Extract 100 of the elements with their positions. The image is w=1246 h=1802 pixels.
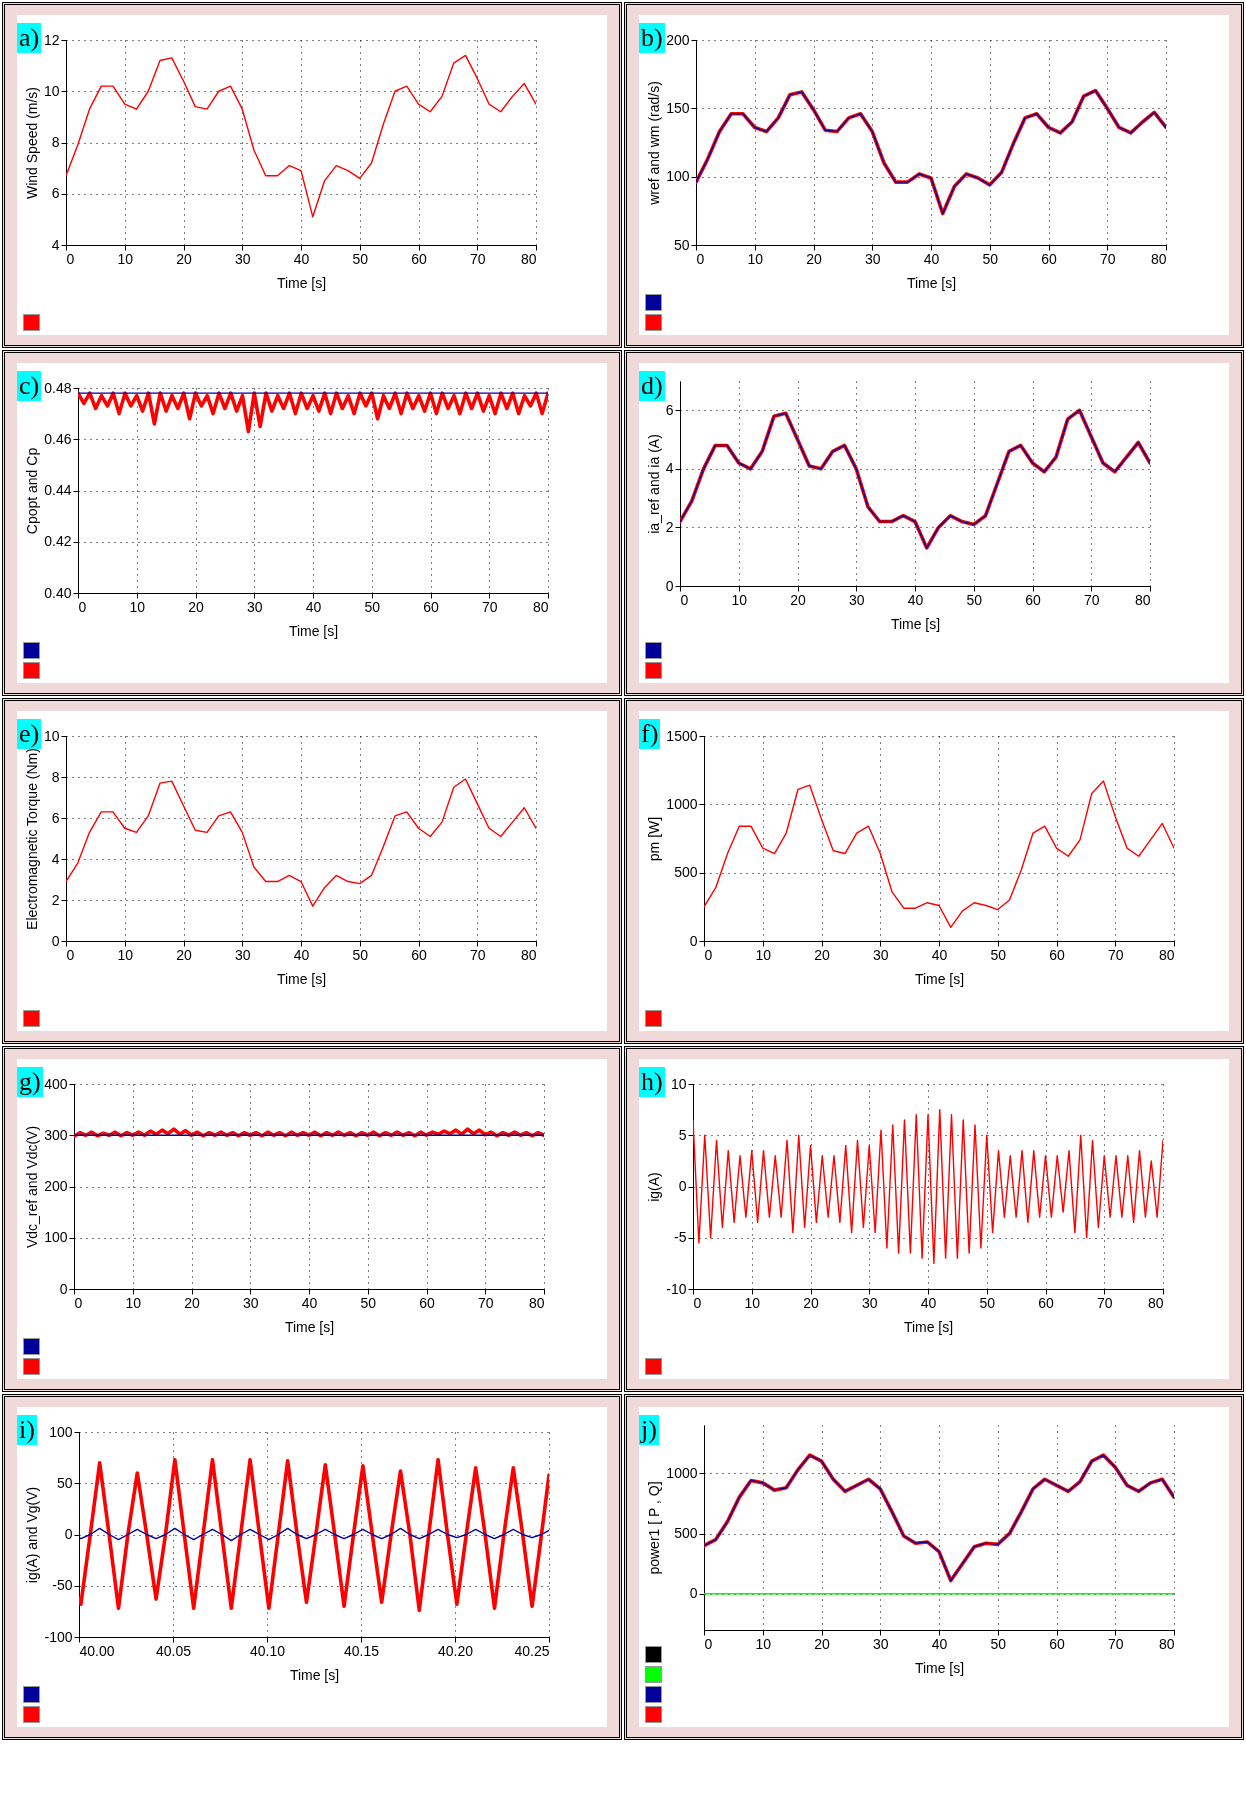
x-tick-label: 0 xyxy=(704,1635,713,1652)
x-axis-title: Time [s] xyxy=(906,274,957,291)
x-tick-label: 50 xyxy=(360,1294,377,1311)
x-tick-label: 60 xyxy=(1038,1294,1054,1311)
chart-title: c) xyxy=(17,371,42,401)
x-tick-label: 70 xyxy=(1096,1294,1113,1311)
x-tick-label: 20 xyxy=(803,1294,819,1311)
x-tick-label: 60 xyxy=(411,250,427,267)
y-axis-title: ia_ref and ia (A) xyxy=(645,434,662,534)
x-tick-label: 50 xyxy=(352,250,369,267)
y-tick-label: -5 xyxy=(674,1229,687,1246)
y-tick-label: 0.44 xyxy=(44,482,72,498)
x-tick-label: 0 xyxy=(704,946,713,963)
chart-title: f) xyxy=(639,719,661,749)
chart-title: h) xyxy=(639,1067,665,1097)
y-tick-label: 6 xyxy=(665,401,674,418)
y-tick-label: 0 xyxy=(689,1585,698,1602)
x-tick-label: 30 xyxy=(234,250,251,267)
y-axis-title: Cpopt and Cp xyxy=(24,447,41,535)
x-tick-label: 20 xyxy=(814,1635,830,1652)
x-tick-label: 80 xyxy=(1158,946,1175,963)
x-tick-label: 70 xyxy=(1099,250,1116,267)
x-tick-label: 30 xyxy=(848,591,865,608)
y-tick-label: 100 xyxy=(49,1423,73,1440)
x-tick-label: 20 xyxy=(184,1294,200,1311)
x-tick-label: 80 xyxy=(532,598,549,615)
x-tick-label: 60 xyxy=(1049,1635,1065,1652)
y-tick-label: 500 xyxy=(674,864,698,881)
chart-title: a) xyxy=(17,23,42,53)
x-tick-label: 30 xyxy=(872,1635,889,1652)
x-tick-label: 10 xyxy=(125,1294,142,1311)
x-tick-label: 60 xyxy=(411,946,427,963)
x-tick-label: 60 xyxy=(1049,946,1065,963)
y-tick-label: 10 xyxy=(670,1075,687,1092)
y-tick-label: 0 xyxy=(59,1280,68,1297)
x-tick-label: 50 xyxy=(352,946,369,963)
y-tick-label: 1500 xyxy=(666,727,698,744)
y-tick-label: 12 xyxy=(43,31,60,48)
x-tick-label: 80 xyxy=(1134,591,1151,608)
chart-title: d) xyxy=(639,371,665,401)
x-tick-label: 40 xyxy=(923,250,940,267)
x-tick-label: 80 xyxy=(1150,250,1167,267)
y-tick-label: 0 xyxy=(689,932,698,949)
x-tick-label: 30 xyxy=(864,250,881,267)
x-tick-label: 60 xyxy=(419,1294,435,1311)
y-tick-label: 0 xyxy=(665,577,674,594)
x-tick-label: 30 xyxy=(872,946,889,963)
y-tick-label: 0 xyxy=(64,1526,73,1542)
x-axis-title: Time [s] xyxy=(276,274,327,291)
x-tick-label: 80 xyxy=(520,946,537,963)
y-tick-label: 4 xyxy=(665,460,674,477)
x-tick-label: 50 xyxy=(990,946,1007,963)
y-tick-label: 150 xyxy=(666,99,690,116)
x-tick-label: 40 xyxy=(293,946,310,963)
y-axis-title: ig(A) and Vg(V) xyxy=(24,1486,41,1584)
x-tick-label: 40.15 xyxy=(343,1642,380,1659)
x-tick-label: 40 xyxy=(305,598,322,615)
x-tick-label: 10 xyxy=(731,591,748,608)
x-tick-label: 80 xyxy=(1158,1635,1175,1652)
y-tick-label: 100 xyxy=(666,168,690,185)
x-tick-label: 20 xyxy=(790,591,806,608)
y-tick-label: 2 xyxy=(665,518,674,535)
x-tick-label: 50 xyxy=(979,1294,996,1311)
y-tick-label: 200 xyxy=(666,31,690,48)
x-tick-label: 40 xyxy=(301,1294,318,1311)
x-tick-label: 50 xyxy=(364,598,381,615)
x-tick-label: 20 xyxy=(188,598,204,615)
x-tick-label: 70 xyxy=(1083,591,1100,608)
y-axis-title: ig(A) xyxy=(646,1172,663,1202)
y-tick-label: 8 xyxy=(51,134,60,150)
x-tick-label: 20 xyxy=(814,946,830,963)
y-axis-title: Electromagnetic Torque (Nm) xyxy=(23,748,40,930)
x-tick-label: 20 xyxy=(176,250,192,267)
chart-title: b) xyxy=(639,23,665,53)
x-tick-label: 20 xyxy=(176,946,192,963)
chart-title: g) xyxy=(17,1067,43,1097)
y-tick-label: 0.40 xyxy=(44,584,72,601)
y-tick-label: 50 xyxy=(673,236,690,253)
x-tick-label: 60 xyxy=(423,598,439,615)
y-tick-label: 0 xyxy=(51,932,60,949)
y-tick-label: 300 xyxy=(44,1126,68,1143)
x-axis-title: Time [s] xyxy=(903,1318,954,1335)
y-tick-label: 5 xyxy=(678,1126,687,1143)
x-tick-label: 70 xyxy=(1107,1635,1124,1652)
x-tick-label: 70 xyxy=(469,946,486,963)
x-tick-label: 10 xyxy=(744,1294,761,1311)
x-tick-label: 0 xyxy=(78,598,87,615)
x-tick-label: 50 xyxy=(982,250,999,267)
x-tick-label: 60 xyxy=(1041,250,1057,267)
x-tick-label: 70 xyxy=(477,1294,494,1311)
y-tick-label: 400 xyxy=(44,1075,68,1092)
x-tick-label: 10 xyxy=(755,1635,772,1652)
y-tick-label: 500 xyxy=(674,1525,698,1542)
y-tick-label: 200 xyxy=(44,1178,68,1194)
x-tick-label: 40 xyxy=(907,591,924,608)
x-tick-label: 40 xyxy=(931,946,948,963)
x-axis-title: Time [s] xyxy=(914,1659,965,1676)
y-tick-label: 1000 xyxy=(666,1464,698,1481)
x-tick-label: 50 xyxy=(966,591,983,608)
x-tick-label: 10 xyxy=(117,946,134,963)
